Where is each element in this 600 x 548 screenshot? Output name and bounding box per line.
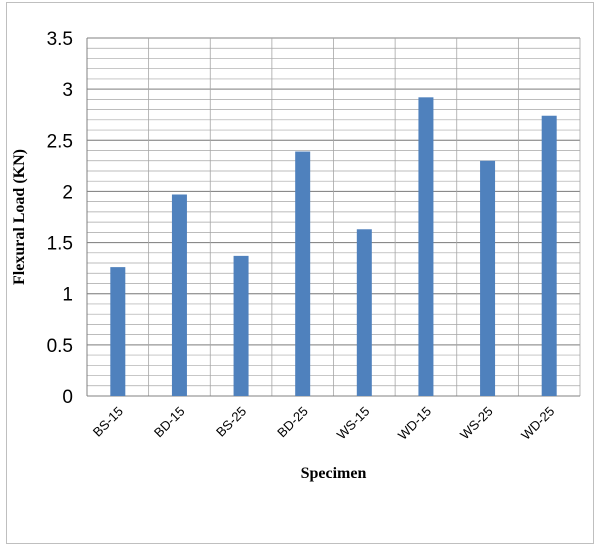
gridlines <box>86 37 581 397</box>
bar-BD-15 <box>171 194 187 396</box>
bars <box>110 97 557 396</box>
x-tick-label: WS-25 <box>457 404 496 443</box>
x-tick-label: WS-15 <box>334 404 373 443</box>
x-tick-label: BS-25 <box>213 404 249 440</box>
x-tick-label: BD-15 <box>151 404 188 441</box>
x-tick-label: WD-15 <box>395 404 434 443</box>
bar-WD-25 <box>541 115 557 396</box>
bar-WD-15 <box>418 97 434 396</box>
bar-WS-25 <box>480 160 496 396</box>
bar-BS-25 <box>233 255 249 396</box>
y-tick-label: 0 <box>62 387 73 408</box>
x-tick-labels: BS-15 BD-15 BS-25 BD-25 WS-15 WD-15 WS-25 WD-25 <box>90 404 558 443</box>
x-tick-label: BD-25 <box>274 404 311 441</box>
y-tick-label: 3 <box>62 80 73 101</box>
x-tick-label: WD-25 <box>518 404 557 443</box>
bar-BD-25 <box>295 151 311 396</box>
y-tick-label: 2.5 <box>47 131 73 152</box>
bar-BS-15 <box>110 267 126 396</box>
y-tick-label: 2 <box>62 182 73 203</box>
y-tick-labels: 0 0.5 1 1.5 2 2.5 3 3.5 <box>47 29 73 408</box>
x-axis-title: Specimen <box>301 465 367 482</box>
bar-WS-15 <box>356 229 372 396</box>
y-tick-label: 3.5 <box>47 29 73 50</box>
x-tick-label: BS-15 <box>90 404 126 440</box>
y-tick-label: 1 <box>62 285 73 306</box>
y-tick-label: 0.5 <box>47 336 73 357</box>
y-axis-title: Flexural Load (KN) <box>11 149 28 285</box>
y-tick-label: 1.5 <box>47 234 73 255</box>
